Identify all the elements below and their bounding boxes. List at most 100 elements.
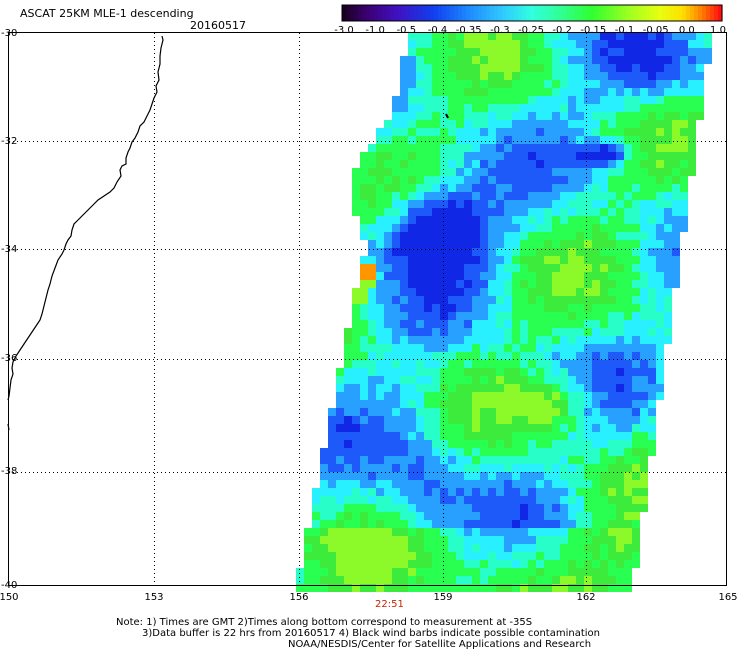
swath-cell xyxy=(536,192,544,200)
swath-cell xyxy=(576,576,584,584)
swath-cell xyxy=(480,328,488,336)
swath-cell xyxy=(376,200,384,208)
swath-cell xyxy=(416,120,424,128)
swath-cell xyxy=(472,192,480,200)
swath-cell xyxy=(496,528,504,536)
swath-cell xyxy=(616,216,624,224)
swath-cell xyxy=(584,168,592,176)
swath-cell xyxy=(488,72,496,80)
swath-cell xyxy=(496,472,504,480)
swath-cell xyxy=(552,248,560,256)
swath-cell xyxy=(544,560,552,568)
swath-cell xyxy=(440,344,448,352)
swath-cell xyxy=(608,520,616,528)
swath-cell xyxy=(464,440,472,448)
swath-cell xyxy=(624,232,632,240)
swath-cell xyxy=(632,536,640,544)
swath-cell xyxy=(584,552,592,560)
swath-cell xyxy=(408,464,416,472)
swath-cell xyxy=(488,536,496,544)
swath-cell xyxy=(400,376,408,384)
swath-cell xyxy=(560,280,568,288)
swath-cell xyxy=(632,160,640,168)
swath-cell xyxy=(504,448,512,456)
swath-cell xyxy=(584,208,592,216)
swath-cell xyxy=(320,504,328,512)
swath-cell xyxy=(544,352,552,360)
swath-cell xyxy=(632,72,640,80)
swath-cell xyxy=(616,328,624,336)
swath-cell xyxy=(576,584,584,592)
swath-cell xyxy=(576,56,584,64)
swath-cell xyxy=(504,552,512,560)
swath-cell xyxy=(376,184,384,192)
swath-cell xyxy=(672,88,680,96)
swath-cell xyxy=(688,96,696,104)
swath-cell xyxy=(336,536,344,544)
swath-cell xyxy=(464,248,472,256)
swath-cell xyxy=(352,392,360,400)
swath-cell xyxy=(576,336,584,344)
swath-cell xyxy=(616,392,624,400)
colorbar-segment xyxy=(702,5,707,21)
swath-cell xyxy=(464,352,472,360)
swath-cell xyxy=(496,48,504,56)
swath-cell xyxy=(600,376,608,384)
swath-cell xyxy=(504,408,512,416)
swath-cell xyxy=(576,360,584,368)
swath-cell xyxy=(384,288,392,296)
swath-cell xyxy=(368,384,376,392)
swath-cell xyxy=(408,64,416,72)
colorbar-segment xyxy=(534,5,539,21)
swath-cell xyxy=(664,288,672,296)
swath-cell xyxy=(400,56,408,64)
colorbar-segment xyxy=(474,5,479,21)
swath-cell xyxy=(536,104,544,112)
swath-cell xyxy=(376,304,384,312)
swath-cell xyxy=(632,216,640,224)
swath-cell xyxy=(624,48,632,56)
swath-cell xyxy=(568,240,576,248)
swath-cell xyxy=(664,328,672,336)
swath-cell xyxy=(448,560,456,568)
swath-cell xyxy=(384,504,392,512)
swath-cell xyxy=(520,208,528,216)
swath-cell xyxy=(616,416,624,424)
swath-cell xyxy=(624,424,632,432)
swath-cell xyxy=(360,376,368,384)
swath-cell xyxy=(544,208,552,216)
swath-cell xyxy=(344,568,352,576)
swath-cell xyxy=(384,576,392,584)
swath-cell xyxy=(592,520,600,528)
swath-cell xyxy=(584,272,592,280)
swath-cell xyxy=(472,576,480,584)
swath-cell xyxy=(400,64,408,72)
swath-cell xyxy=(632,504,640,512)
swath-cell xyxy=(520,272,528,280)
swath-cell xyxy=(528,488,536,496)
swath-cell xyxy=(496,256,504,264)
swath-cell xyxy=(560,576,568,584)
swath-cell xyxy=(560,56,568,64)
swath-cell xyxy=(392,416,400,424)
swath-cell xyxy=(536,96,544,104)
swath-cell xyxy=(456,544,464,552)
swath-cell xyxy=(376,352,384,360)
swath-cell xyxy=(512,584,520,592)
swath-cell xyxy=(464,376,472,384)
swath-cell xyxy=(688,80,696,88)
swath-cell xyxy=(568,152,576,160)
swath-cell xyxy=(464,72,472,80)
swath-cell xyxy=(456,296,464,304)
swath-cell xyxy=(336,464,344,472)
swath-cell xyxy=(632,392,640,400)
swath-cell xyxy=(584,248,592,256)
swath-cell xyxy=(544,392,552,400)
swath-cell xyxy=(408,368,416,376)
swath-cell xyxy=(600,520,608,528)
swath-cell xyxy=(504,544,512,552)
swath-cell xyxy=(488,352,496,360)
swath-cell xyxy=(592,368,600,376)
swath-cell xyxy=(616,280,624,288)
swath-cell xyxy=(592,272,600,280)
